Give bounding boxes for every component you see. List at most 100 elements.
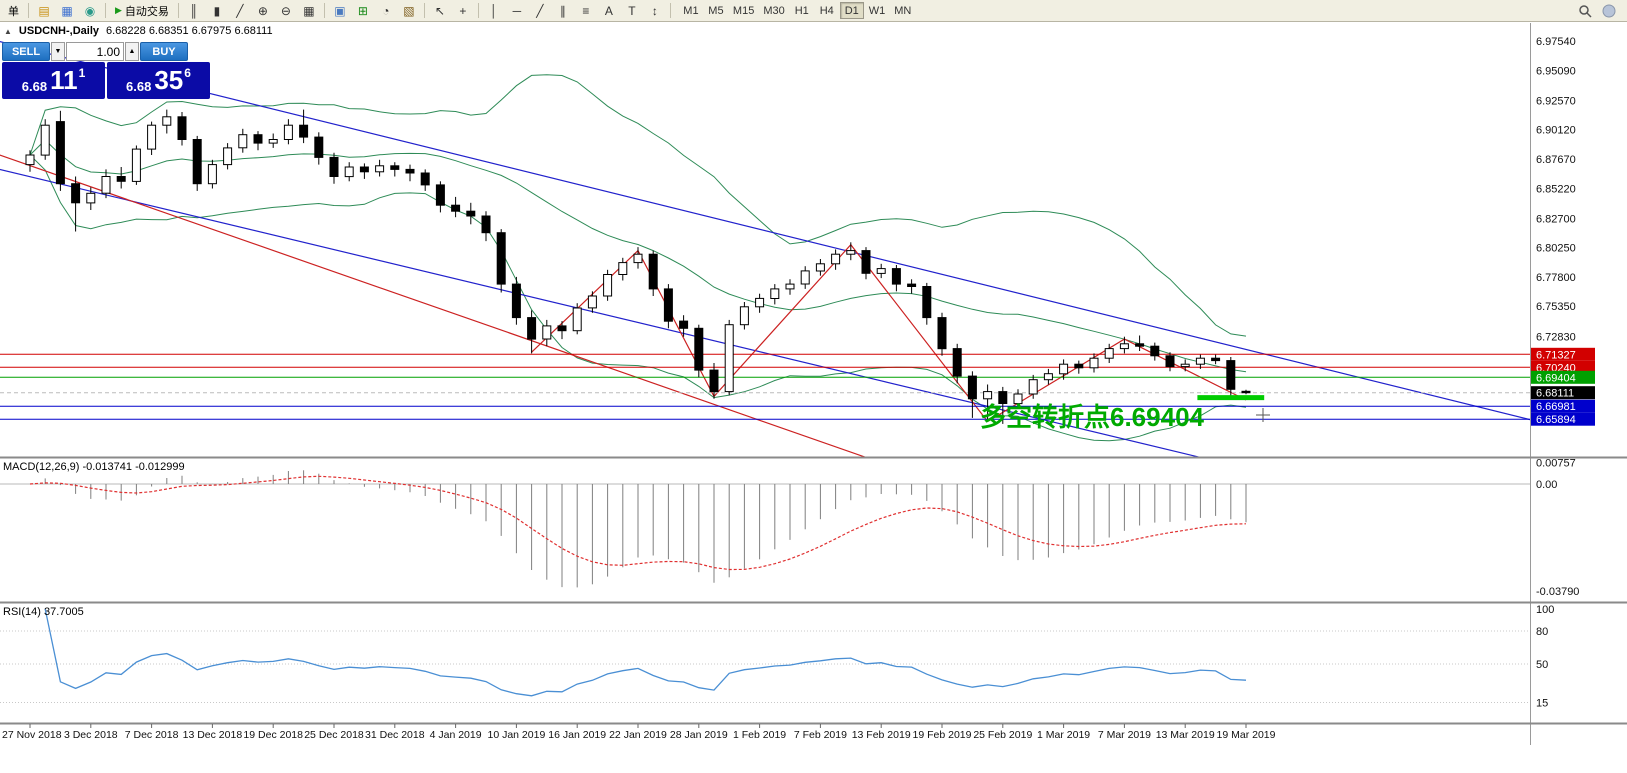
date-axis-label[interactable]: 10 Jan 2019 [487,729,545,741]
candle-body [451,204,461,212]
candle-body [1089,357,1099,369]
text-label-icon[interactable]: T [628,3,636,18]
channel-icon[interactable]: ∥ [559,3,566,18]
candle-body [709,369,719,393]
text-icon[interactable]: A [604,3,613,18]
bollinger-lower-band[interactable] [29,154,1247,442]
date-axis-label[interactable]: 28 Jan 2019 [670,729,728,741]
date-axis-label[interactable]: 25 Feb 2019 [973,729,1032,741]
date-axis-label[interactable]: 19 Feb 2019 [913,729,972,741]
bollinger-middle-band[interactable] [29,139,1247,373]
toolbar-separator [28,3,29,18]
bid-prefix: 6.68 [21,79,48,94]
horizontal-line-icon[interactable]: ─ [512,3,522,18]
timeframe-toolbar: M1 M5 M15 M30 H1 H4 D1 W1 MN [679,2,915,19]
date-axis-label[interactable]: 7 Mar 2019 [1098,729,1151,741]
date-axis-label[interactable]: 25 Dec 2018 [304,729,364,741]
timeframe-m15[interactable]: M15 [729,2,758,19]
crosshair-icon[interactable]: + [459,3,467,18]
candle-body [466,210,476,217]
search-icon[interactable] [1574,1,1596,21]
trendline-icon[interactable]: ╱ [536,3,544,18]
cursor-icon[interactable]: ↖ [434,3,445,18]
toolbar-separator [669,3,671,18]
ask-price-box[interactable]: 6.68 35 6 [107,62,210,99]
turning-point-annotation[interactable]: 多空转折点6.69404 [980,402,1205,432]
date-axis-label[interactable]: 13 Feb 2019 [852,729,911,741]
buy-button[interactable]: BUY [140,42,188,61]
candle-body [815,263,825,272]
date-axis-label[interactable]: 7 Dec 2018 [125,729,179,741]
date-axis-label[interactable]: 16 Jan 2019 [548,729,606,741]
indicators-icon[interactable]: ⊞ [357,3,368,18]
templates-icon[interactable]: ▧ [403,3,415,18]
date-axis-label[interactable]: 27 Nov 2018 [2,729,62,741]
profiles-icon[interactable]: ▦ [61,3,73,18]
date-axis-label[interactable]: 31 Dec 2018 [365,729,425,741]
help-icon[interactable] [1598,1,1620,21]
sell-button[interactable]: SELL [2,42,50,61]
arrows-icon[interactable]: ↕ [651,3,658,18]
date-axis-label[interactable]: 3 Dec 2018 [64,729,118,741]
volume-down-button[interactable]: ▼ [51,42,65,61]
price-level-badge[interactable] [1531,412,1595,426]
timeframe-mn[interactable]: MN [890,2,915,19]
date-axis-label[interactable]: 1 Feb 2019 [733,729,786,741]
blue-channel-lower-trendline[interactable] [0,168,1201,457]
candle-body [739,306,749,326]
timeframe-h1[interactable]: H1 [790,2,814,19]
timeframe-w1[interactable]: W1 [865,2,890,19]
price-level-badge[interactable] [1531,370,1595,384]
candle-body [420,172,430,186]
line-chart-icon[interactable]: ╱ [236,3,244,18]
date-axis-label[interactable]: 13 Mar 2019 [1156,729,1215,741]
candle-body [511,283,521,319]
blue-channel-upper-trendline[interactable] [0,40,1542,423]
candlestick-icon[interactable]: ▮ [213,3,221,18]
candle-body [71,183,81,204]
date-axis-label[interactable]: 22 Jan 2019 [609,729,667,741]
candle-body [299,124,309,138]
candle-body [937,317,947,350]
vertical-line-icon[interactable]: │ [490,3,498,18]
volume-input[interactable] [66,42,124,61]
date-axis-label[interactable]: 4 Jan 2019 [430,729,482,741]
date-axis-label[interactable]: 13 Dec 2018 [183,729,243,741]
candle-body [922,286,932,319]
collapse-triangle-icon[interactable]: ▲ [4,26,12,36]
timeframe-m5[interactable]: M5 [704,2,728,19]
price-chart-canvas[interactable]: 多空转折点6.69404 6.97540 6.95090 6.92570 6.90120… [0,23,1627,773]
bollinger-upper-band[interactable] [29,74,1247,337]
periods-icon[interactable]: ◔ [382,3,390,18]
ohlc-bars-icon[interactable]: ║ [189,3,199,18]
refresh-icon[interactable]: ◉ [84,3,96,18]
autotrading-button[interactable]: ▶ 自动交易 [110,2,174,20]
price-level-badge[interactable] [1531,360,1595,374]
volume-up-button[interactable]: ▲ [125,42,139,61]
arrange-windows-icon[interactable]: ▣ [334,3,346,18]
candle-body [998,391,1008,405]
tile-windows-icon[interactable]: ▦ [303,3,315,18]
zoom-in-icon[interactable]: ⊕ [257,3,268,18]
price-level-badge[interactable] [1531,399,1595,413]
zoom-out-icon[interactable]: ⊖ [280,3,291,18]
bid-price-box[interactable]: 6.68 11 1 [2,62,105,99]
date-axis-label[interactable]: 19 Mar 2019 [1217,729,1276,741]
date-axis-label[interactable]: 7 Feb 2019 [794,729,847,741]
timeframe-m30[interactable]: M30 [759,2,788,19]
price-axis-tick: 6.75350 [1536,301,1576,313]
price-level-badge[interactable] [1531,386,1595,400]
candle-body [831,253,841,265]
new-chart-icon[interactable]: ▤ [38,3,50,18]
candle-body [207,164,217,185]
new-order-button[interactable]: 单 [3,2,24,20]
red-resistance-trendline[interactable] [0,154,867,457]
date-axis-label[interactable]: 19 Dec 2018 [243,729,303,741]
fibonacci-icon[interactable]: ≡ [582,3,590,18]
timeframe-d1[interactable]: D1 [839,2,864,19]
date-axis-label[interactable]: 1 Mar 2019 [1037,729,1090,741]
timeframe-h4[interactable]: H4 [815,2,839,19]
price-level-badge[interactable] [1531,347,1595,361]
timeframe-m1[interactable]: M1 [679,2,703,19]
candle-body [876,268,886,274]
